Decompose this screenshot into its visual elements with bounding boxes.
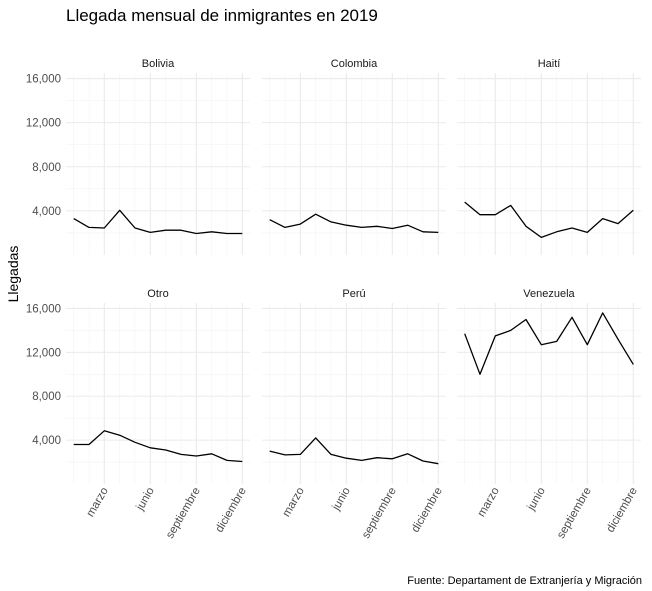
y-tick-label: 8,000 <box>32 162 61 174</box>
facet-label: Perú <box>342 288 365 300</box>
x-tick-label: septiembre <box>360 486 399 541</box>
y-tick-label: 4,000 <box>32 435 61 447</box>
facet-label: Haití <box>538 58 561 70</box>
y-tick-label: 16,000 <box>26 74 61 86</box>
x-tick-label: diciembre <box>214 486 249 535</box>
facet-panel-1: Bolivia 4,000 8,000 12,000 16,000 <box>26 58 250 255</box>
x-tick-label: marzo <box>281 486 307 520</box>
series-line-4 <box>73 430 243 463</box>
x-tick-label: junio <box>134 486 157 514</box>
facet-panel-5: Perú <box>262 288 446 484</box>
x-tick-label: marzo <box>85 486 111 520</box>
x-tick-label: marzo <box>476 486 502 520</box>
y-tick-label: 12,000 <box>26 118 61 130</box>
facet-label: Venezuela <box>523 288 575 300</box>
x-tick-label: junio <box>330 486 353 514</box>
facet-panel-3: Haití <box>457 58 641 255</box>
x-tick-label: diciembre <box>605 486 640 535</box>
y-tick-label: 16,000 <box>26 303 61 315</box>
x-axis-ticks: marzo junio septiembre diciembre marzo junio s… <box>85 486 640 541</box>
x-tick-label: septiembre <box>164 486 203 541</box>
series-line-1 <box>73 209 243 235</box>
facet-panel-2: Colombia <box>262 58 446 255</box>
facet-label: Bolivia <box>142 58 175 70</box>
x-tick-label: septiembre <box>555 486 594 541</box>
series-line-6 <box>464 312 634 375</box>
x-tick-label: junio <box>525 486 548 514</box>
x-tick-label: diciembre <box>410 486 445 535</box>
y-tick-label: 4,000 <box>32 206 61 218</box>
facet-panel-4: Otro 4,000 8,000 12,000 16,000 <box>26 288 250 484</box>
y-tick-label: 12,000 <box>26 347 61 359</box>
chart-caption: Fuente: Departament de Extranjería y Mig… <box>407 575 642 587</box>
series-line-5 <box>269 437 439 465</box>
facet-label: Colombia <box>331 58 378 70</box>
y-axis-label: Llegadas <box>5 246 21 303</box>
series-line-3 <box>464 201 634 239</box>
y-tick-label: 8,000 <box>32 391 61 403</box>
series-line-2 <box>269 213 439 234</box>
facet-panel-6: Venezuela <box>457 288 641 484</box>
facet-label: Otro <box>147 288 168 300</box>
chart-title: Llegada mensual de inmigrantes en 2019 <box>66 6 378 25</box>
facet-panels: Bolivia 4,000 8,000 12,000 16,000 Colombia Hai… <box>26 58 641 484</box>
